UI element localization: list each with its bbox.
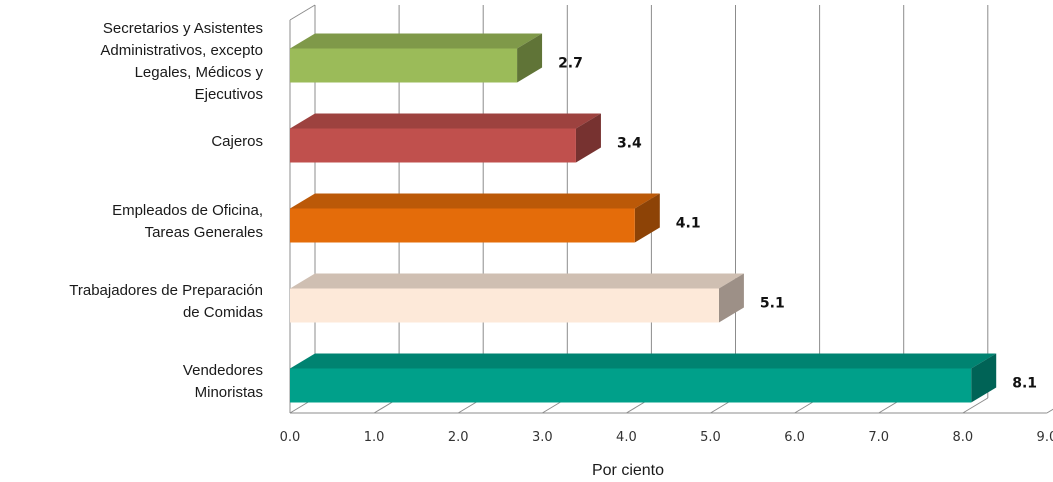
- bar-front-face: [290, 368, 972, 403]
- x-tick-label: 6.0: [784, 430, 805, 445]
- x-tick-label: 5.0: [700, 430, 721, 445]
- x-tick-label: 9.0: [1037, 430, 1053, 445]
- data-label: 4.1: [676, 216, 701, 232]
- bar-side-face: [634, 193, 660, 243]
- bar-front-face: [290, 288, 719, 323]
- bar: [290, 273, 744, 323]
- bar-front-face: [290, 48, 518, 83]
- x-axis-title: Por ciento: [592, 462, 664, 479]
- x-tick-label: 2.0: [448, 430, 469, 445]
- bar-side-face: [575, 113, 601, 163]
- bar-side-face: [517, 33, 543, 83]
- data-label: 3.4: [617, 136, 642, 152]
- floor-gridline: [1046, 408, 1053, 414]
- category-label: Cajeros: [211, 133, 263, 150]
- x-tick-label: 0.0: [280, 430, 301, 445]
- bar-top-face: [290, 273, 744, 289]
- bar: [290, 353, 997, 403]
- x-tick-label: 1.0: [364, 430, 385, 445]
- bar-top-face: [290, 113, 601, 129]
- data-label: 2.7: [558, 56, 583, 72]
- category-label: Empleados de Oficina, Tareas Generales: [112, 202, 263, 241]
- bar-front-face: [290, 128, 576, 163]
- bar: [290, 33, 543, 83]
- bar-side-face: [718, 273, 744, 323]
- x-tick-label: 3.0: [532, 430, 553, 445]
- x-tick-label: 8.0: [952, 430, 973, 445]
- data-label: 5.1: [760, 296, 785, 312]
- bars: 2.7 3.4 4.1 5.1 8.1: [290, 33, 1037, 403]
- category-label: Trabajadores de Preparación de Comidas: [69, 282, 263, 321]
- x-axis-ticks: 0.0 1.0 2.0 3.0 4.0 5.0 6.0 7.0 8.0 9.0: [280, 430, 1053, 445]
- x-tick-label: 7.0: [868, 430, 889, 445]
- bar: [290, 113, 601, 163]
- bar-front-face: [290, 208, 635, 243]
- category-label: Vendedores Minoristas: [183, 362, 263, 401]
- category-label: Secretarios y Asistentes Administrativos,…: [100, 20, 263, 103]
- category-labels: Secretarios y Asistentes Administrativos,…: [69, 20, 263, 401]
- bar: [290, 193, 660, 243]
- side-wall-top: [289, 4, 316, 21]
- data-label: 8.1: [1012, 376, 1037, 392]
- bar-top-face: [290, 193, 660, 209]
- bar-side-face: [971, 353, 997, 403]
- bar-top-face: [290, 33, 543, 49]
- bar-top-face: [290, 353, 997, 369]
- floor-gridline: [962, 397, 989, 414]
- x-tick-label: 4.0: [616, 430, 637, 445]
